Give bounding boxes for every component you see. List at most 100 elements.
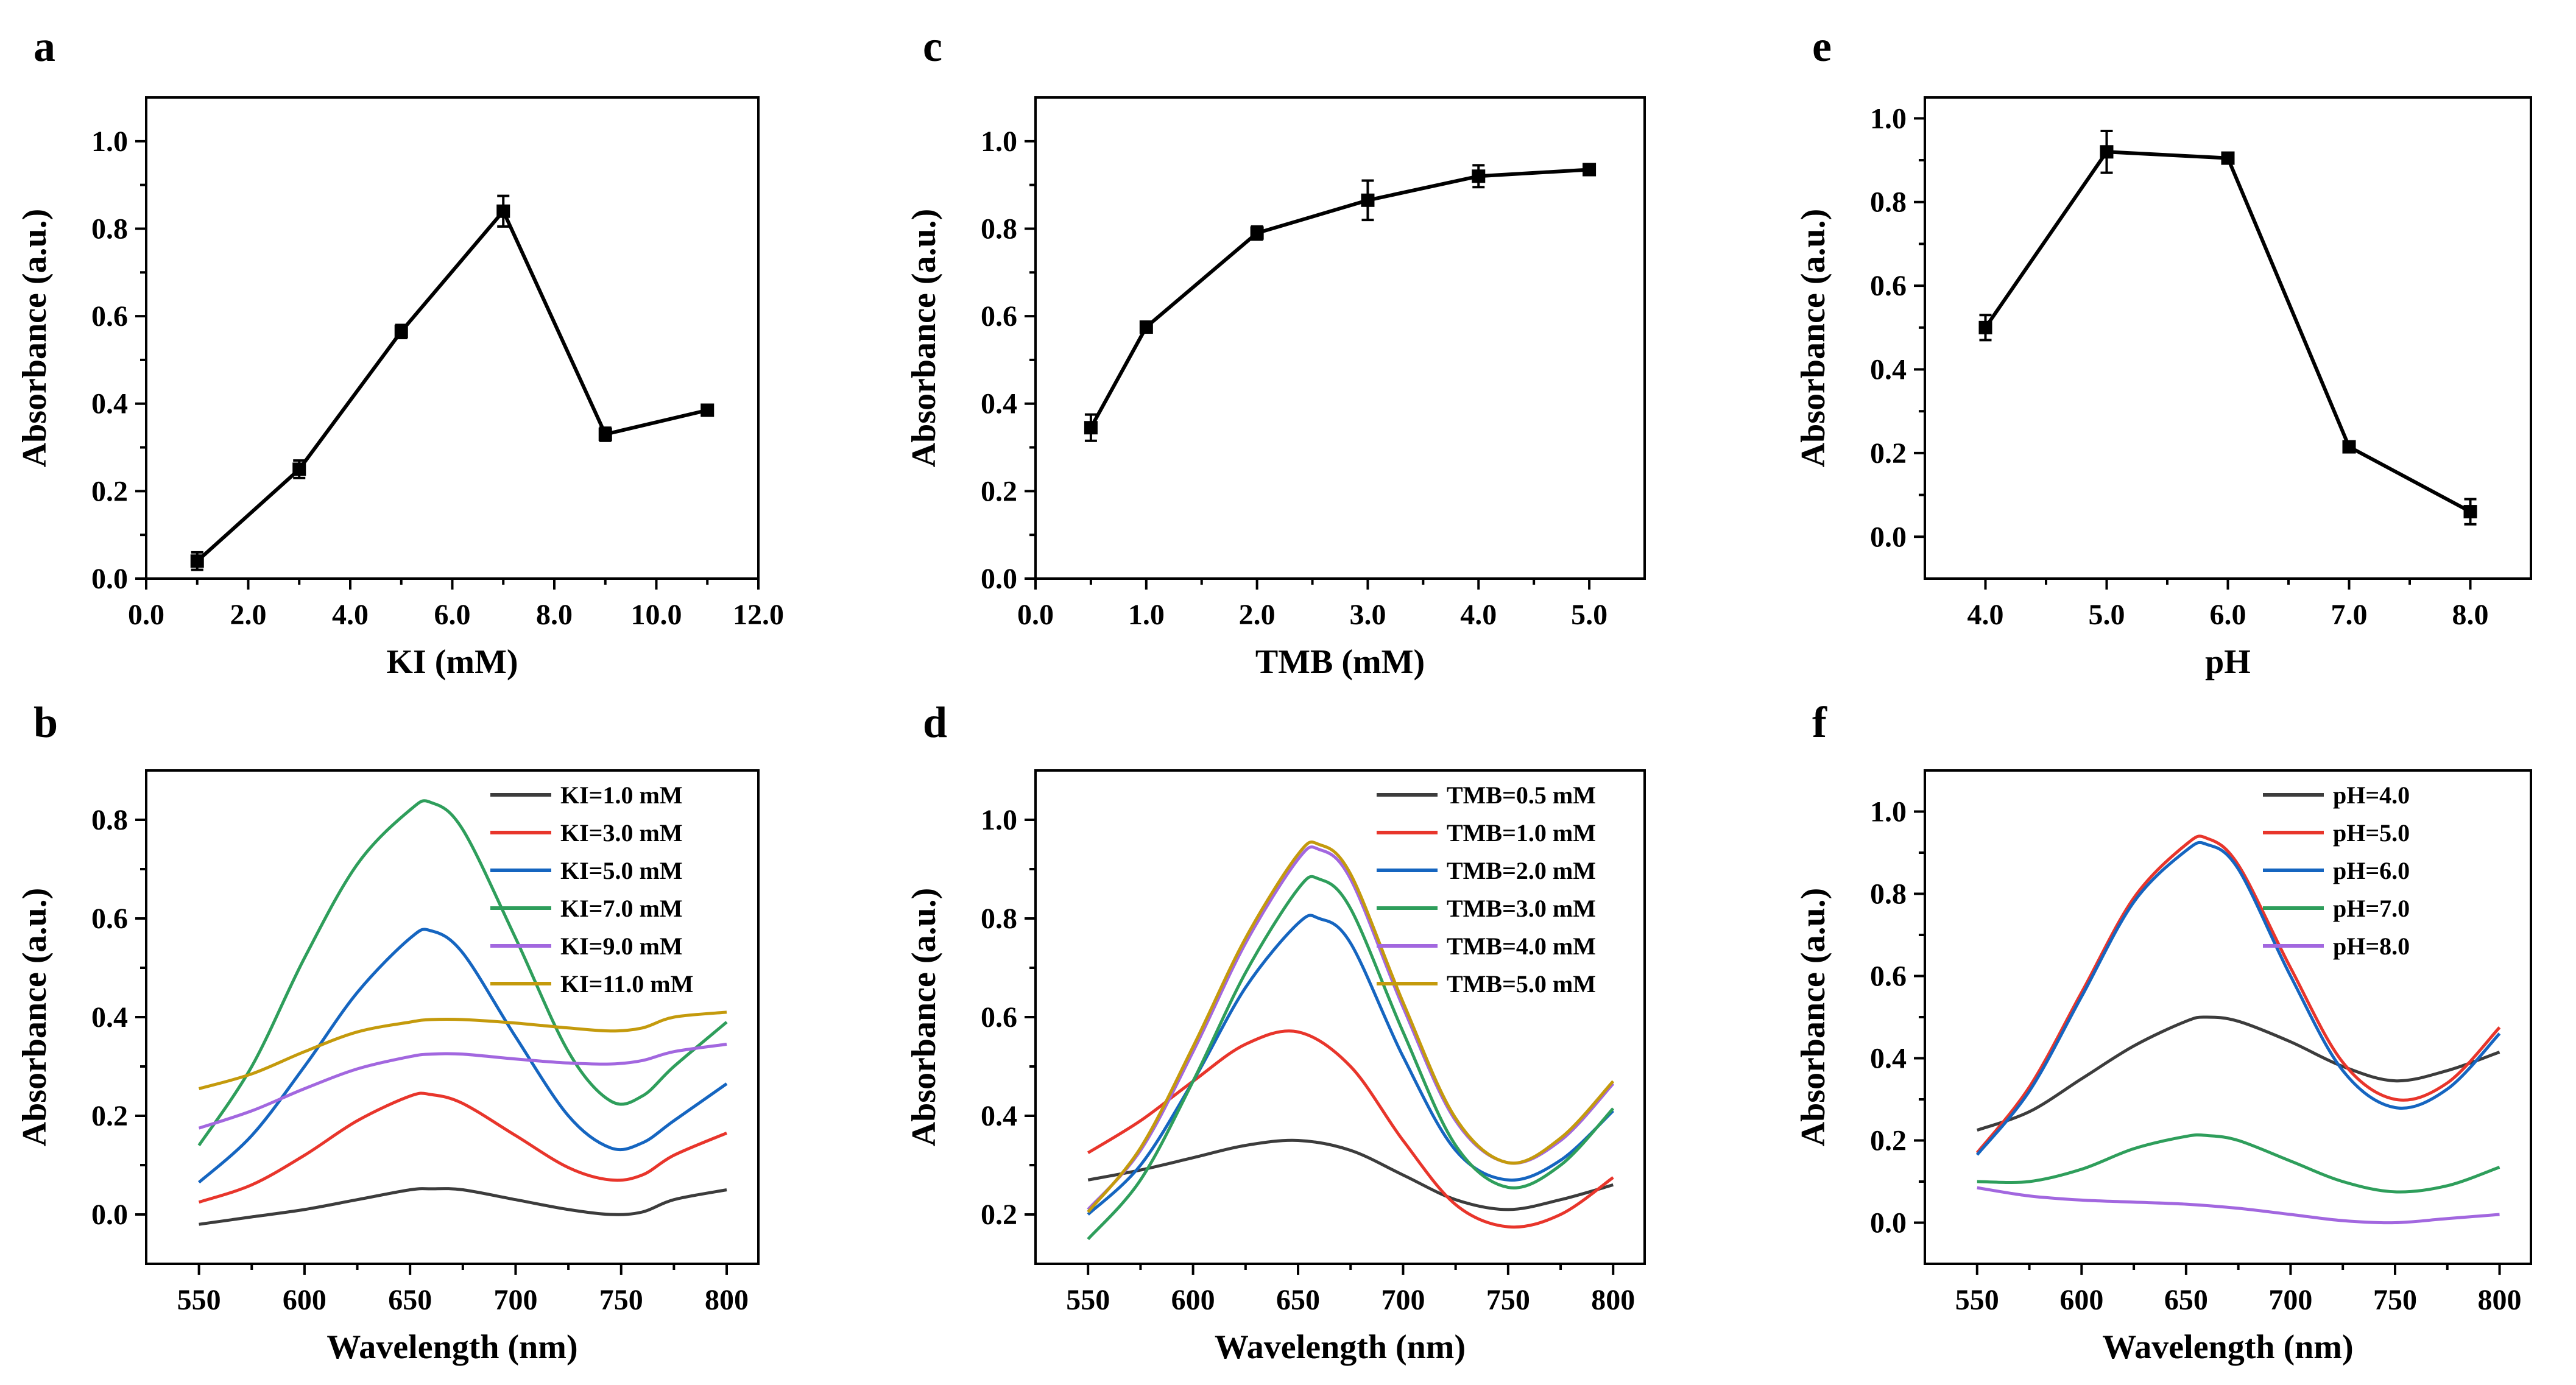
y-tick-label: 0.8 — [1870, 878, 1907, 911]
y-tick-label: 0.2 — [91, 1100, 128, 1132]
panel-c: c 0.0 1.0 2.0 3.0 4.0 5.0 0.0 0.2 0.4 0.6 0.8 1.0 TMB… — [905, 22, 1646, 681]
plot-frame — [1924, 769, 2532, 1265]
y-tick-label: 1.0 — [981, 804, 1017, 836]
data-point — [2221, 151, 2235, 165]
legend-label: pH=6.0 — [2333, 857, 2410, 884]
plot-frame — [1924, 96, 2532, 580]
y-tick-label: 1.0 — [981, 125, 1017, 158]
y-tick-label: 0.4 — [981, 1100, 1017, 1132]
y-tick-label: 0.6 — [91, 903, 128, 935]
x-tick-label: 650 — [388, 1284, 432, 1316]
legend: pH=4.0 pH=5.0 pH=6.0 pH=7.0 pH=8.0 — [2263, 781, 2410, 960]
y-tick-label: 0.4 — [91, 1001, 128, 1034]
x-tick-label: 600 — [283, 1284, 326, 1316]
legend-label: TMB=0.5 mM — [1447, 781, 1596, 809]
x-axis-title: KI (mM) — [386, 643, 518, 681]
x-axis-title: Wavelength (nm) — [2102, 1328, 2353, 1366]
y-tick-label: 0.0 — [91, 1199, 128, 1231]
series-line-2 — [1087, 1029, 1614, 1229]
y-tick-label: 0.2 — [981, 1199, 1017, 1231]
x-tick-label: 750 — [1486, 1284, 1530, 1316]
x-axis-title: Wavelength (nm) — [326, 1328, 577, 1366]
data-point — [1472, 169, 1486, 183]
legend-label: TMB=4.0 mM — [1447, 932, 1596, 960]
x-tick-label: 800 — [1591, 1284, 1635, 1316]
panel-d: d 550 600 650 700 750 800 0.2 0.4 0.6 0.8 1.0 Wavele… — [905, 698, 1646, 1366]
y-tick-label: 0.8 — [91, 213, 128, 245]
data-point — [1084, 421, 1098, 435]
y-axis-title: Absorbance (a.u.) — [16, 888, 54, 1147]
y-tick-label: 0.2 — [1870, 1125, 1907, 1157]
data-point — [292, 462, 306, 476]
x-tick-label: 700 — [1381, 1284, 1425, 1316]
series-line-1 — [1976, 1015, 2500, 1132]
data-point — [2342, 440, 2356, 454]
series-line-6 — [1087, 841, 1615, 1213]
x-tick-label: 5.0 — [1571, 599, 1607, 631]
plot-frame — [145, 96, 760, 580]
panel-letter: d — [923, 698, 947, 747]
data-point — [1361, 193, 1375, 207]
data-point — [190, 554, 204, 568]
series-line-6 — [198, 1010, 727, 1090]
x-tick-label: 600 — [2059, 1284, 2103, 1316]
x-tick-label: 12.0 — [733, 599, 784, 631]
y-tick-label: 0.0 — [1870, 1207, 1907, 1239]
y-axis-title: Absorbance (a.u.) — [905, 209, 943, 468]
y-axis-title: Absorbance (a.u.) — [16, 209, 54, 468]
legend-label: KI=3.0 mM — [560, 819, 683, 847]
y-tick-label: 0.6 — [981, 300, 1017, 333]
legend-label: TMB=2.0 mM — [1447, 857, 1596, 884]
legend-label: TMB=5.0 mM — [1447, 970, 1596, 998]
x-tick-label: 2.0 — [230, 599, 267, 631]
y-tick-label: 0.6 — [981, 1001, 1017, 1034]
legend-label: pH=5.0 — [2333, 819, 2410, 847]
y-tick-label: 0.6 — [1870, 960, 1907, 993]
panel-letter: e — [1812, 22, 1832, 71]
x-axis-title: pH — [2205, 643, 2251, 681]
panel-e: e 4.0 5.0 6.0 7.0 8.0 0.0 0.2 0.4 0.6 0.8 1.0 pH Abso… — [1794, 22, 2532, 681]
x-tick-label: 750 — [599, 1284, 643, 1316]
series-line-3 — [1975, 841, 2501, 1156]
data-point — [1978, 320, 1992, 334]
x-tick-label: 2.0 — [1239, 599, 1276, 631]
x-tick-label: 750 — [2373, 1284, 2417, 1316]
legend-label: TMB=1.0 mM — [1447, 819, 1596, 847]
legend: TMB=0.5 mM TMB=1.0 mM TMB=2.0 mM TMB=3.0 mM… — [1377, 781, 1596, 998]
series-line-1 — [199, 1187, 727, 1226]
legend: KI=1.0 mM KI=3.0 mM KI=5.0 mM KI=7.0 mM KI=9… — [490, 781, 693, 998]
panel-letter: c — [923, 22, 942, 71]
x-tick-label: 800 — [705, 1284, 749, 1316]
legend-label: KI=11.0 mM — [560, 970, 693, 998]
legend-label: TMB=3.0 mM — [1447, 895, 1596, 922]
series-line-1 — [1089, 167, 1590, 429]
panel-a: a 0.0 2.0 4.0 6.0 8.0 10.0 12.0 0.0 0.2 0.4 0.6 0.8 1… — [16, 22, 784, 681]
x-tick-label: 6.0 — [2210, 599, 2246, 631]
y-tick-label: 0.0 — [1870, 521, 1907, 553]
y-axis-title: Absorbance (a.u.) — [905, 888, 943, 1147]
x-tick-label: 0.0 — [128, 599, 164, 631]
y-axis-title: Absorbance (a.u.) — [1794, 209, 1832, 468]
x-tick-label: 8.0 — [2452, 599, 2489, 631]
y-tick-label: 0.0 — [981, 563, 1017, 595]
data-point — [598, 428, 612, 441]
x-tick-label: 8.0 — [536, 599, 573, 631]
y-tick-label: 1.0 — [1870, 796, 1907, 828]
y-tick-label: 0.4 — [981, 388, 1017, 420]
series-line-1 — [1984, 150, 2471, 513]
x-tick-label: 6.0 — [434, 599, 471, 631]
y-tick-label: 1.0 — [91, 125, 128, 158]
y-tick-label: 0.8 — [1870, 186, 1907, 219]
legend-label: pH=4.0 — [2333, 781, 2410, 809]
legend-label: pH=7.0 — [2333, 895, 2410, 922]
series-line-5 — [1977, 1186, 2500, 1225]
legend-label: KI=7.0 mM — [560, 895, 683, 922]
x-tick-label: 800 — [2478, 1284, 2522, 1316]
panel-f: f 550 600 650 700 750 800 0.0 0.2 0.4 0.6 0.8 1.0 Wav… — [1794, 698, 2532, 1366]
x-tick-label: 5.0 — [2089, 599, 2125, 631]
series-line-4 — [1087, 875, 1615, 1241]
legend-label: KI=1.0 mM — [560, 781, 683, 809]
data-point — [2100, 145, 2114, 159]
x-tick-label: 3.0 — [1349, 599, 1386, 631]
